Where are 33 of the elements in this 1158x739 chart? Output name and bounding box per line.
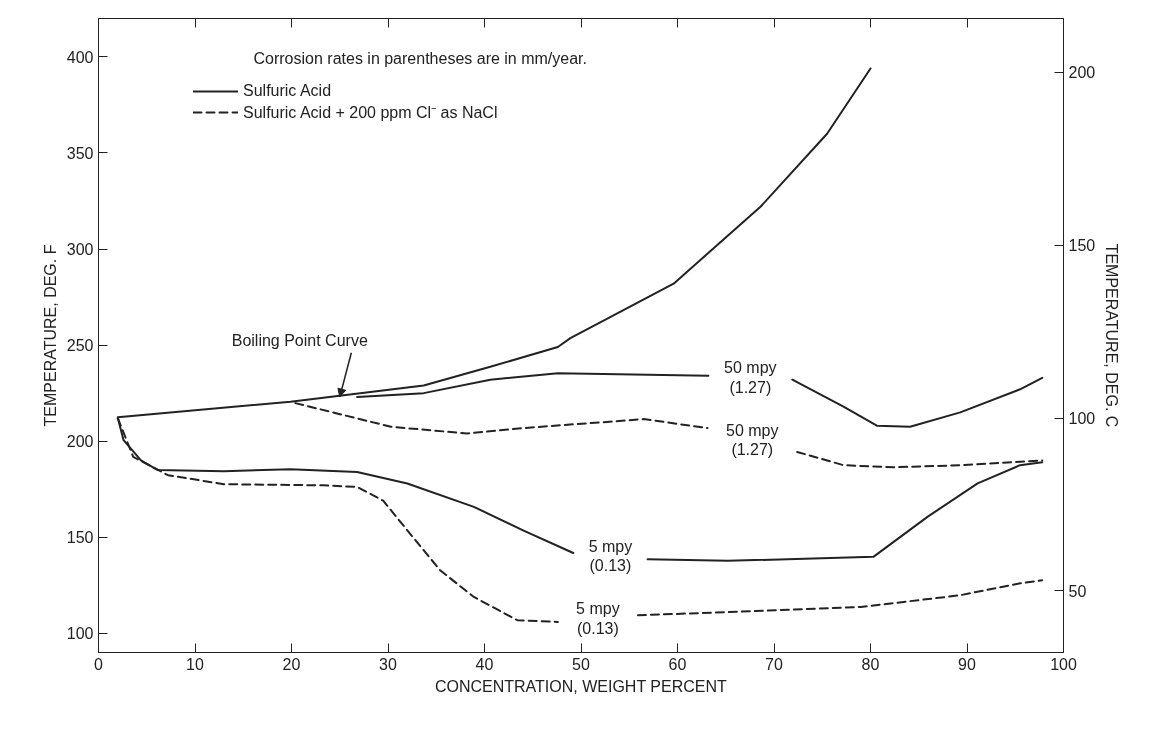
y-tick-label: 100 [66, 625, 94, 643]
legend-label: Sulfuric Acid + 200 ppm Cl⁻ as NaCl [243, 103, 498, 123]
x-tick-label: 50 [572, 655, 590, 673]
x-tick-label: 80 [861, 655, 880, 673]
y-tick-label: 400 [66, 48, 94, 66]
y-tick-label: 150 [66, 529, 94, 547]
annotation: 5 mpy (0.13) [588, 537, 633, 575]
y-tick-label: 300 [66, 241, 94, 259]
y2-tick-label: 50 [1068, 582, 1087, 600]
x-tick-label: 70 [765, 655, 783, 673]
y2-tick-label: 200 [1068, 64, 1096, 82]
x-tick-label: 90 [958, 655, 976, 673]
x-tick-label: 20 [282, 655, 301, 673]
x-tick-label: 40 [475, 655, 494, 673]
annotation: 5 mpy (0.13) [576, 600, 620, 637]
y-tick-label: 200 [66, 433, 94, 451]
annotation: Corrosion rates in parentheses are in mm/year. [253, 49, 587, 67]
legend-label: Sulfuric Acid [243, 82, 332, 100]
annotation: 50 mpy (1.27) [724, 359, 777, 397]
y-axis-title: TEMPERATURE, DEG. F [41, 244, 59, 427]
x-tick-label: 100 [1050, 655, 1077, 673]
x-tick-label: 60 [668, 655, 687, 673]
y2-axis-title: TEMPERATURE, DEG. C [1103, 243, 1121, 428]
x-tick-label: 0 [94, 655, 104, 673]
annotation: 50 mpy (1.27) [726, 421, 779, 459]
y-tick-label: 350 [66, 144, 94, 162]
annotation: Boiling Point Curve [231, 331, 368, 349]
x-tick-label: 30 [379, 655, 397, 673]
x-tick-label: 10 [186, 655, 204, 673]
y-tick-label: 250 [66, 337, 94, 355]
y2-tick-label: 150 [1068, 237, 1096, 255]
x-axis-title: CONCENTRATION, WEIGHT PERCENT [434, 677, 728, 695]
y2-tick-label: 100 [1068, 410, 1096, 428]
